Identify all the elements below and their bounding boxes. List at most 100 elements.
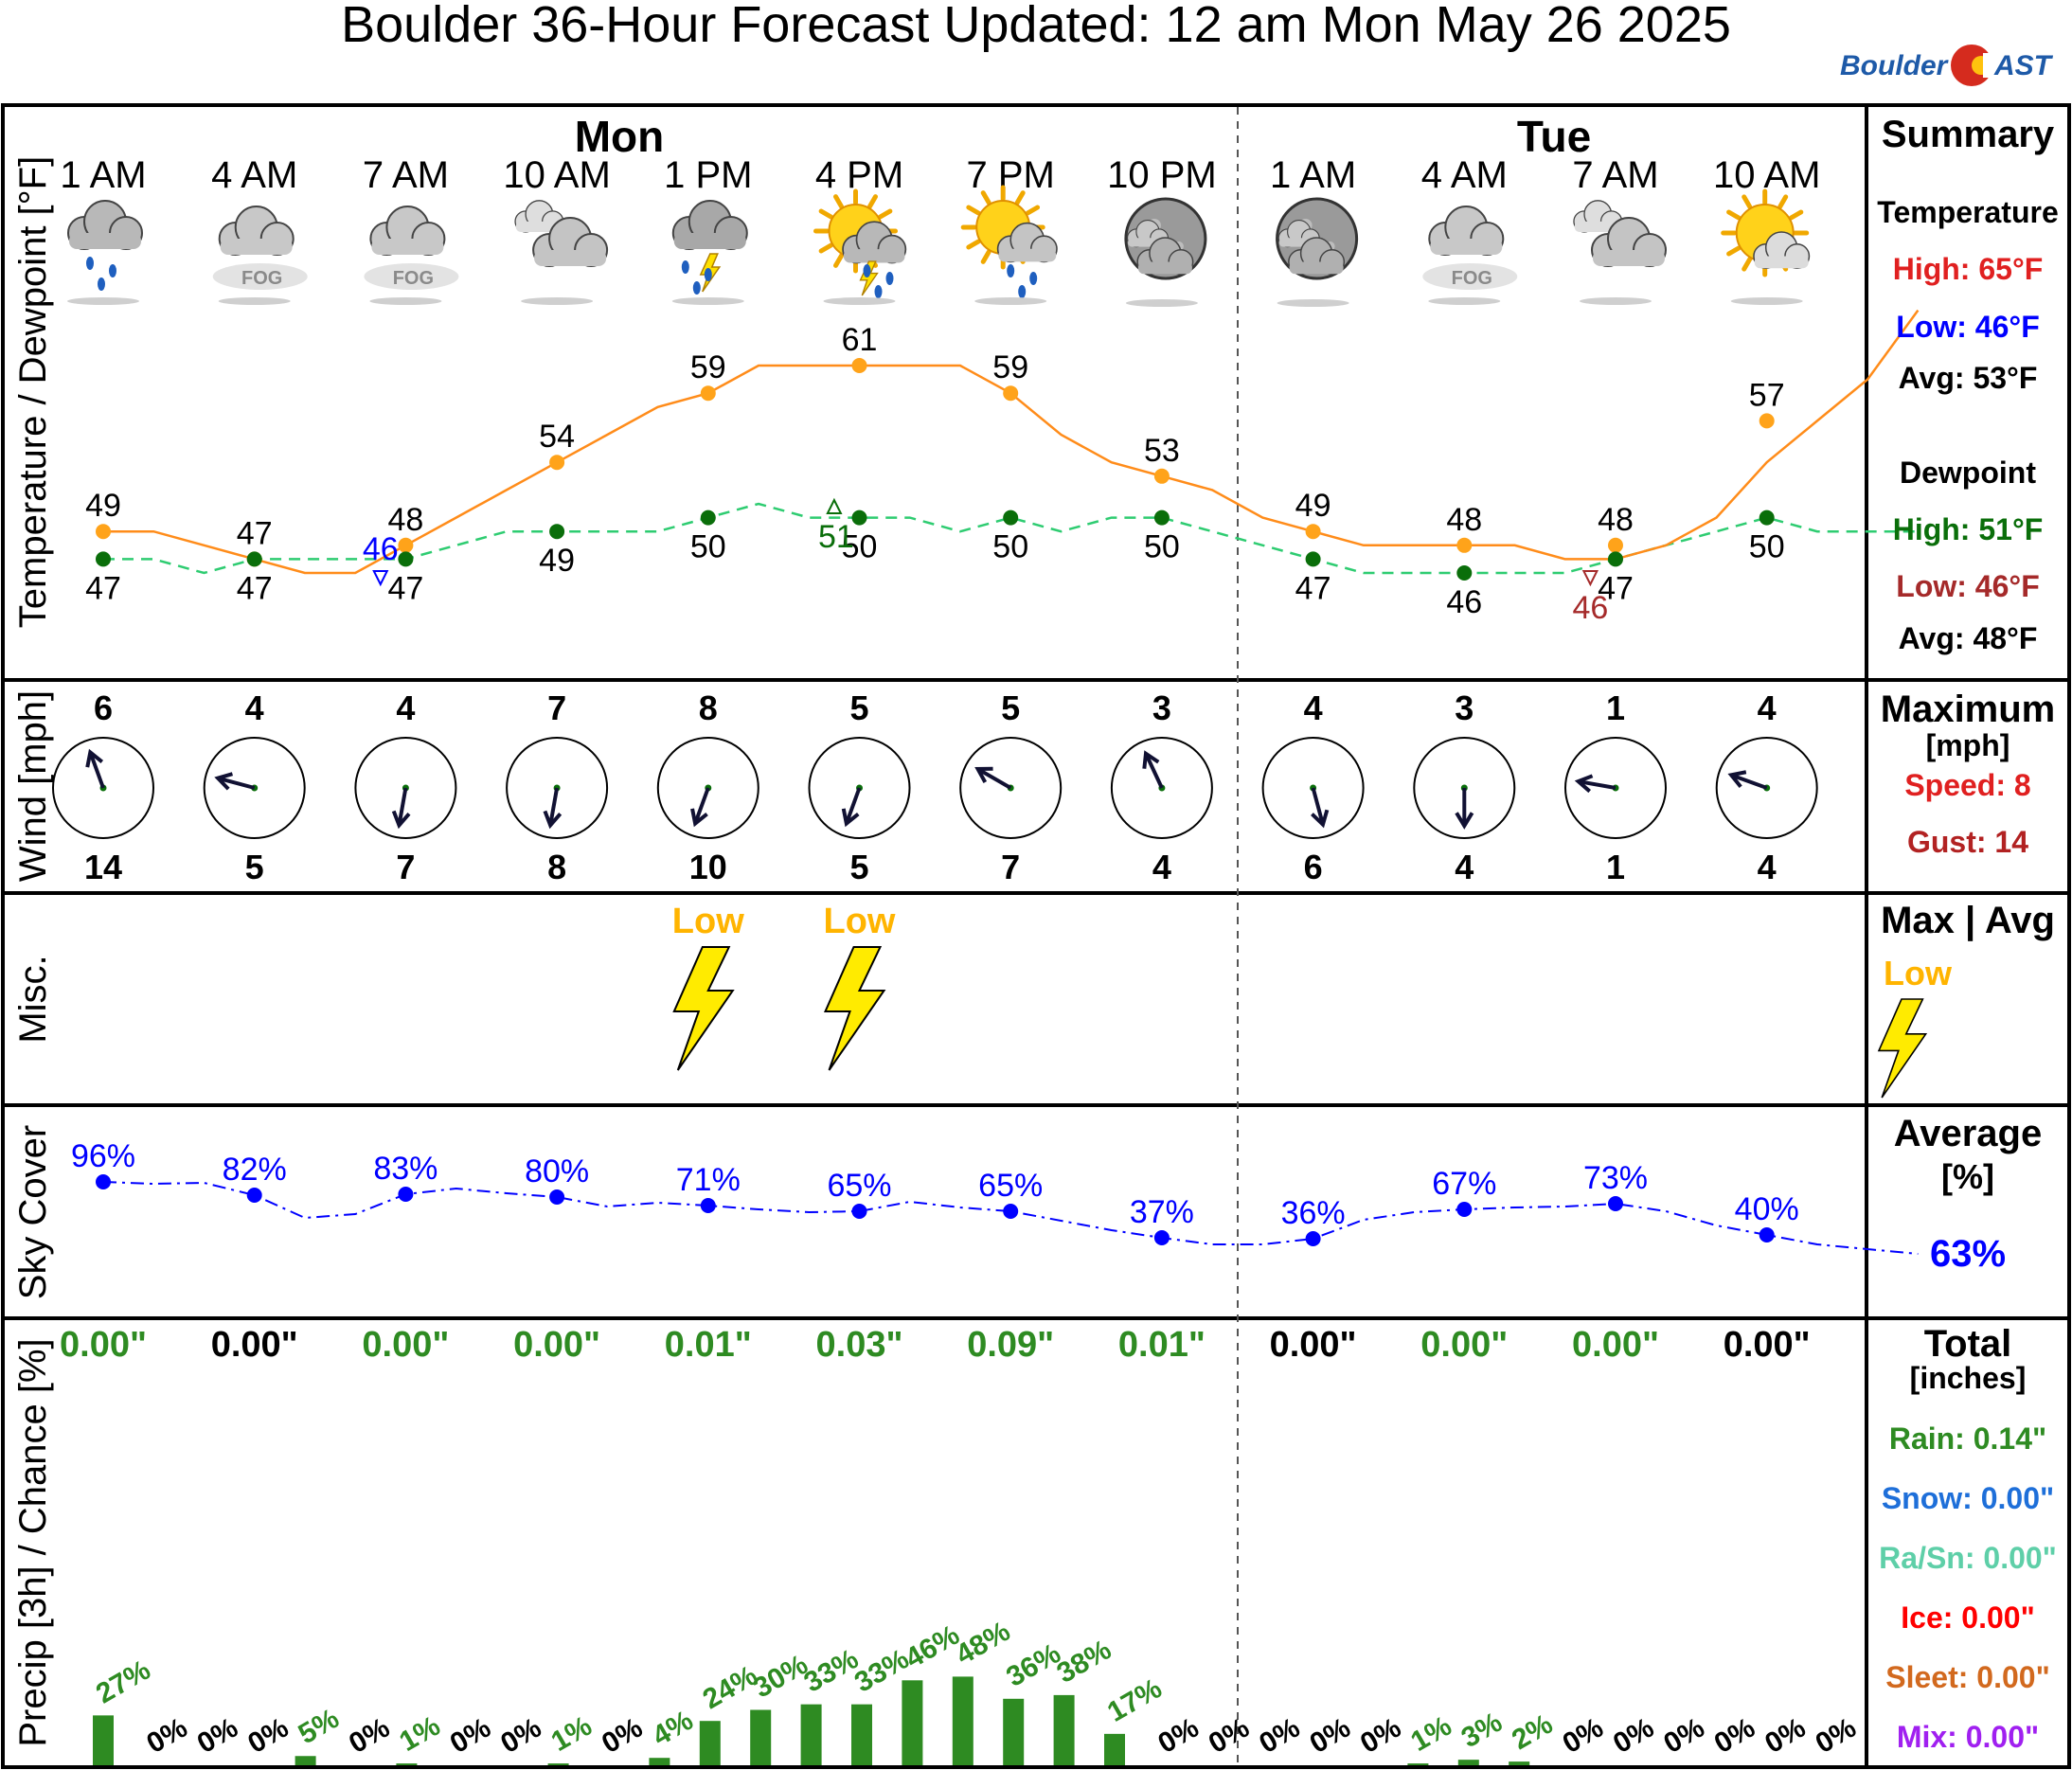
summary-precip-unit: [inches] [1910,1361,2027,1395]
wind-gust-3: 8 [547,848,566,886]
wind-arrowhead-4 [690,808,708,828]
sky-point-9 [1456,1202,1473,1217]
precip-chance-32: 0% [1709,1712,1760,1760]
sun-ray [980,190,991,206]
summary-temperature-label: Temperature [1877,195,2058,229]
wind-gust-1: 5 [245,848,264,886]
precip-chance-33: 0% [1759,1712,1811,1760]
cloud-base [843,249,905,263]
lightning-icon-0 [672,946,735,1071]
dewpoint-label-9: 46 [1446,584,1482,620]
dewpoint-label-7: 50 [1144,529,1180,565]
cloud-shape [996,222,1058,263]
temperature-point-0 [96,524,111,540]
dewpoint-point-0 [96,551,111,567]
raindrop [885,272,894,285]
panel-label-sky: Sky Cover [12,1125,54,1300]
wind-dial-11 [1715,737,1818,839]
wind-dial-10 [1564,737,1667,839]
dewpoint-point-5 [851,510,867,526]
wind-gust-10: 1 [1606,848,1625,886]
panel-label-temperature: Temperature / Dewpoint [°F] [12,156,54,628]
wind-dial-1 [203,737,306,839]
raindrop [863,264,871,277]
cloud-base [1289,261,1344,275]
precip-chance-10: 0% [597,1712,648,1760]
night-cloudy-icon [1124,197,1207,307]
logo-c-gap [1983,53,1996,78]
wind-arrowhead-2 [391,810,411,830]
cloud-shape [1136,237,1194,275]
wind-speed-6: 5 [1001,688,1020,727]
temperature-label-0: 49 [85,488,121,524]
wind-speed-0: 6 [94,688,113,727]
precip-bar-6 [396,1763,418,1765]
precip-bar-20 [1104,1733,1125,1765]
icon-shadow [1125,299,1198,307]
wind-arrow-10 [1578,779,1617,790]
dewpoint-point-3 [549,524,565,540]
wind-dial-2 [354,737,457,839]
precip-chance-28: 2% [1507,1708,1558,1756]
wind-gust-5: 5 [849,848,868,886]
rain-icon [67,200,143,305]
wind-dial-7 [1110,737,1213,839]
wind-gust-6: 7 [1001,848,1020,886]
sky-point-8 [1305,1231,1321,1246]
wind-speed-4: 8 [699,688,718,727]
wind-dial-8 [1261,737,1365,839]
dewpoint-point-8 [1305,551,1321,567]
temperature-point-11 [1759,413,1775,429]
icon-shadow [369,297,442,305]
wind-dial-6 [959,737,1063,839]
precip-chance-22: 0% [1204,1712,1255,1760]
bouldercast-logo: Boulder AST [1840,45,2054,86]
partly-sunny-thunderstorm-icon [813,188,907,305]
misc-plot: Low Low [672,902,896,1071]
temperature-min-marker [372,570,389,587]
summary-temp-low: Low: 46°F [1896,310,2039,344]
cloudy-icon [1573,200,1667,305]
precip-chance-9: 1% [546,1710,598,1758]
precip-bar-12 [699,1721,721,1765]
hour-label-9: 4 AM [1421,154,1508,196]
summary-dew-low: Low: 46°F [1896,569,2039,603]
wind-arrowhead-3 [543,810,563,830]
precip-chance-11: 4% [647,1705,698,1752]
precip-amount-8: 0.00" [1270,1325,1357,1365]
sun-ray [980,249,991,264]
temperature-label-2: 48 [387,502,423,538]
sky-point-7 [1153,1230,1170,1245]
sun-ray [1014,190,1026,206]
cloud-base [220,239,293,255]
dewpoint-label-10: 47 [1598,570,1634,606]
dewpoint-label-8: 47 [1295,570,1331,606]
precip-plot: 0.00" 0.00" 0.00" 0.00" 0.01" 0.03" 0.09" 0.01"… [60,1325,1862,1765]
temperature-label-3: 54 [539,419,575,455]
sun-ray [867,194,878,209]
summary-precip-heading: Total [1924,1323,2012,1365]
cloud-base [1593,250,1665,266]
temperature-label-5: 61 [842,322,878,358]
cloud-shape [671,200,748,250]
hour-label-5: 4 PM [815,154,903,196]
wind-speed-3: 7 [547,688,566,727]
fog-bank [212,263,308,290]
temperature-min-label: 46 [363,531,399,567]
summary-wind-gust: Gust: 14 [1907,825,2028,859]
raindrop [1018,285,1027,298]
wind-arrowhead-0 [85,748,104,768]
precip-chance-0: 27% [91,1654,156,1710]
precip-bar-17 [952,1676,973,1765]
dewpoint-point-6 [1003,510,1019,526]
sun-ray [1025,205,1041,216]
wind-speed-8: 4 [1304,688,1323,727]
hour-label-3: 10 AM [503,154,610,196]
summary-heading: Summary [1882,114,2055,155]
precip-chance-34: 0% [1811,1712,1862,1760]
precip-amount-6: 0.09" [967,1325,1054,1365]
summary-sky-value: 63% [1930,1233,2006,1275]
fog-icon: FOG [1422,206,1518,305]
icon-shadow [521,297,594,305]
cloud-base [69,233,141,249]
